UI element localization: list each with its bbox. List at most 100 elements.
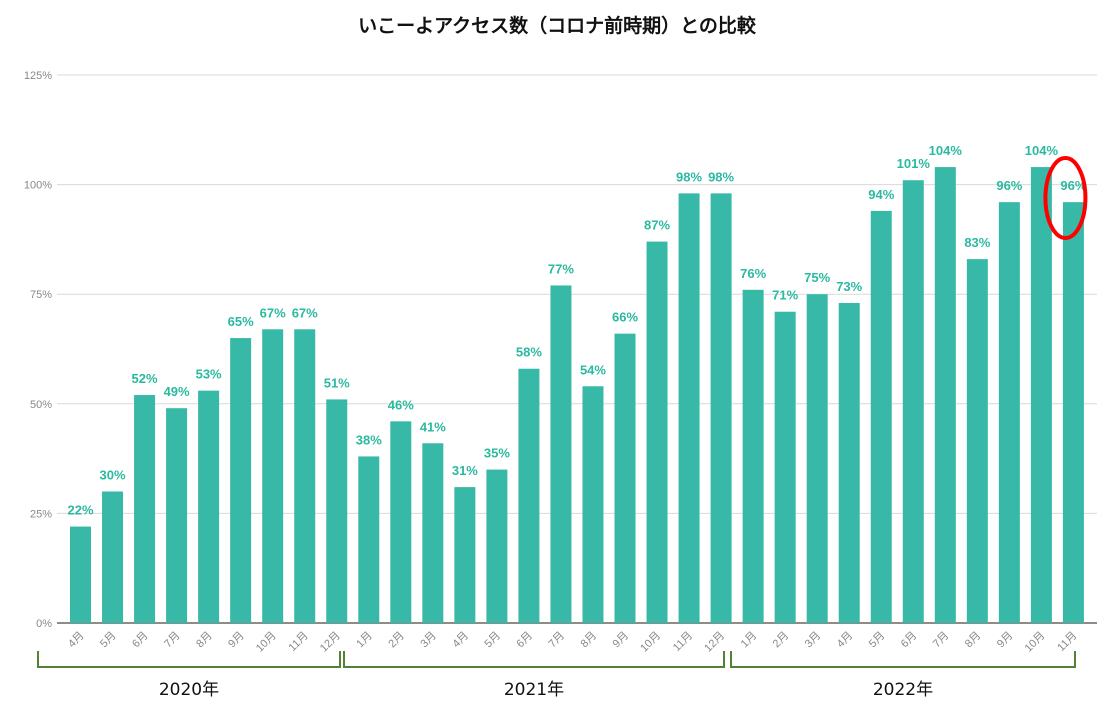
x-tick-label: 2月 xyxy=(386,630,407,651)
data-label: 46% xyxy=(388,397,414,412)
bar xyxy=(582,386,604,623)
data-label: 65% xyxy=(228,314,254,329)
data-label: 101% xyxy=(897,156,931,171)
bar xyxy=(774,311,796,623)
bar xyxy=(454,487,476,623)
y-tick-label: 100% xyxy=(24,180,52,192)
bar xyxy=(966,259,988,623)
x-tick-label: 2月 xyxy=(771,630,792,651)
x-tick-label: 5月 xyxy=(867,630,888,651)
year-label: 2022年 xyxy=(873,680,933,700)
x-tick-label: 3月 xyxy=(418,630,439,651)
data-label: 75% xyxy=(804,270,830,285)
x-tick-label: 1月 xyxy=(354,630,375,651)
x-tick-label: 10月 xyxy=(254,630,279,655)
data-label: 38% xyxy=(356,432,382,447)
bar xyxy=(262,329,284,623)
x-tick-label: 6月 xyxy=(130,630,151,651)
y-tick-label: 75% xyxy=(30,289,52,301)
data-label: 73% xyxy=(836,279,862,294)
year-label: 2021年 xyxy=(504,680,564,700)
x-tick-label: 7月 xyxy=(546,630,567,651)
data-label: 98% xyxy=(708,169,734,184)
bar xyxy=(166,408,188,623)
x-tick-label: 4月 xyxy=(450,630,471,651)
x-tick-label: 3月 xyxy=(803,630,824,651)
x-tick-label: 5月 xyxy=(98,630,119,651)
bar xyxy=(870,210,892,624)
y-tick-label: 25% xyxy=(30,508,52,520)
bar xyxy=(294,329,316,623)
data-label: 49% xyxy=(164,384,190,399)
bar xyxy=(422,443,444,623)
x-tick-label: 9月 xyxy=(995,630,1016,651)
data-label: 41% xyxy=(420,419,446,434)
bar xyxy=(198,390,220,623)
y-tick-label: 125% xyxy=(24,70,52,82)
data-label: 30% xyxy=(100,467,126,482)
chart-title: いこーよアクセス数（コロナ前時期）との比較 xyxy=(358,14,757,37)
x-tick-label: 8月 xyxy=(579,630,600,651)
bar xyxy=(902,180,924,623)
data-label: 67% xyxy=(292,305,318,320)
data-label: 53% xyxy=(196,367,222,382)
data-label: 94% xyxy=(868,187,894,202)
x-tick-label: 9月 xyxy=(611,630,632,651)
data-label: 67% xyxy=(260,305,286,320)
bar xyxy=(1030,167,1052,623)
bar xyxy=(102,491,124,623)
x-tick-label: 11月 xyxy=(671,630,695,654)
bar xyxy=(326,399,348,623)
bar xyxy=(998,202,1020,624)
data-label: 22% xyxy=(67,503,93,518)
bar xyxy=(1062,202,1084,624)
bar xyxy=(646,241,668,624)
bar xyxy=(486,469,508,623)
bar xyxy=(518,368,540,623)
year-bracket xyxy=(730,651,1076,668)
bar xyxy=(390,421,412,623)
x-tick-label: 9月 xyxy=(226,630,247,651)
bar xyxy=(134,395,156,623)
year-bracket xyxy=(343,651,725,668)
data-label: 58% xyxy=(516,345,542,360)
x-tick-label: 4月 xyxy=(835,630,856,651)
bar xyxy=(550,285,572,623)
x-tick-label: 7月 xyxy=(931,630,952,651)
data-label: 77% xyxy=(548,261,574,276)
x-tick-label: 6月 xyxy=(514,630,535,651)
bar xyxy=(70,526,91,623)
bar xyxy=(934,167,956,623)
data-label: 66% xyxy=(612,310,638,325)
x-tick-label: 7月 xyxy=(162,630,183,651)
data-label: 104% xyxy=(929,143,963,158)
data-label: 76% xyxy=(740,266,766,281)
x-tick-label: 12月 xyxy=(318,630,343,655)
y-tick-label: 50% xyxy=(30,399,52,411)
data-label: 31% xyxy=(452,463,478,478)
data-label: 98% xyxy=(676,169,702,184)
data-label: 83% xyxy=(964,235,990,250)
x-tick-label: 4月 xyxy=(66,630,87,651)
y-tick-label: 0% xyxy=(36,618,52,630)
x-tick-label: 8月 xyxy=(963,630,984,651)
bar xyxy=(614,333,636,623)
highlight-circle xyxy=(1043,156,1088,240)
bar xyxy=(710,193,732,624)
data-label: 51% xyxy=(324,375,350,390)
bar xyxy=(806,294,828,623)
x-tick-label: 11月 xyxy=(286,630,310,654)
data-label: 96% xyxy=(996,178,1022,193)
x-tick-label: 5月 xyxy=(482,630,503,651)
bar xyxy=(838,302,860,623)
bar xyxy=(678,193,700,624)
data-label: 54% xyxy=(580,362,606,377)
data-label: 87% xyxy=(644,218,670,233)
bar xyxy=(230,338,252,623)
x-tick-label: 1月 xyxy=(739,630,760,651)
x-tick-label: 6月 xyxy=(899,630,920,651)
x-tick-label: 12月 xyxy=(702,630,727,655)
year-label: 2020年 xyxy=(159,680,219,700)
data-label: 104% xyxy=(1025,143,1059,158)
